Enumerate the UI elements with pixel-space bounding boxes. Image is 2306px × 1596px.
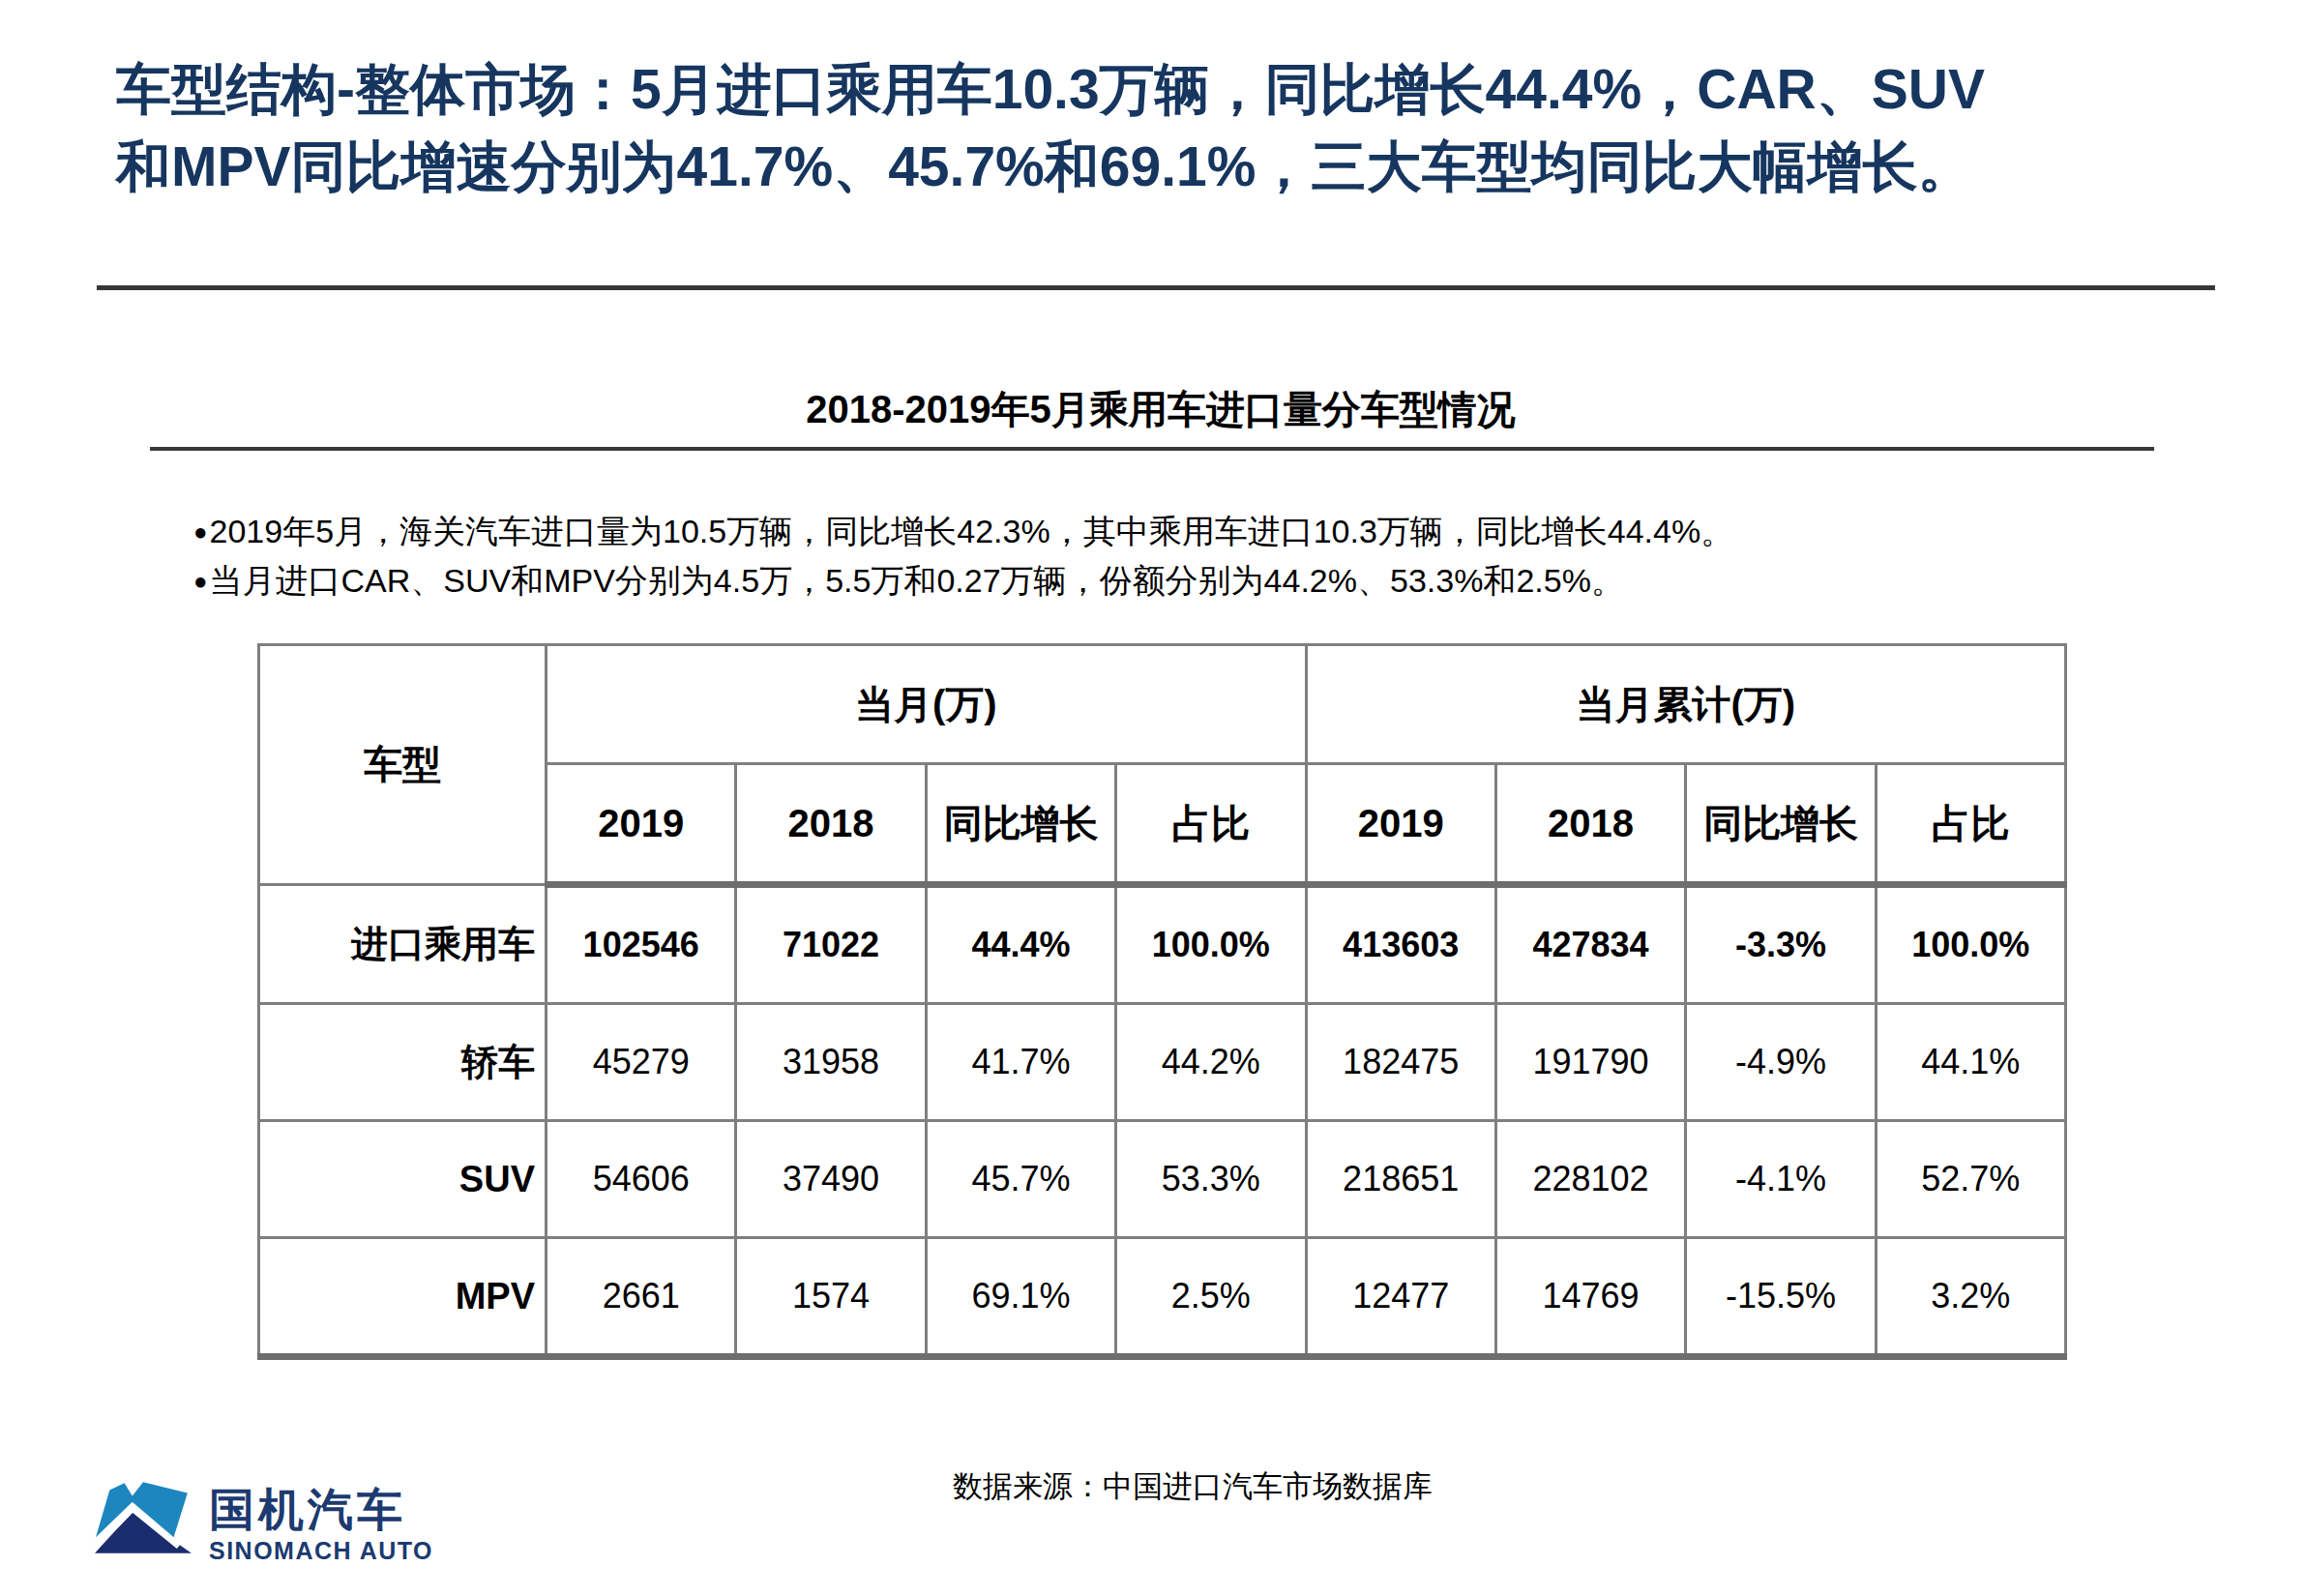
cell: -4.1% [1686, 1121, 1876, 1238]
sub-header-yoy: 同比增长 [926, 764, 1115, 885]
bullet-list: ●2019年5月，海关汽车进口量为10.5万辆，同比增长42.3%，其中乘用车进… [193, 507, 2128, 606]
section-title-underline [150, 447, 2154, 451]
group-header-cumulative: 当月累计(万) [1306, 645, 2066, 764]
cell: 191790 [1495, 1004, 1685, 1121]
cell: 228102 [1495, 1121, 1685, 1238]
logo-text: 国机汽车 SINOMACH AUTO [209, 1486, 433, 1565]
cell: 182475 [1306, 1004, 1495, 1121]
bullet-text: 当月进口CAR、SUV和MPV分别为4.5万，5.5万和0.27万辆，份额分别为… [210, 562, 1624, 599]
cell: 71022 [736, 885, 926, 1004]
cell: -4.9% [1686, 1004, 1876, 1121]
row-label: MPV [259, 1238, 547, 1357]
cell: 69.1% [926, 1238, 1115, 1357]
table-row-total: 进口乘用车 102546 71022 44.4% 100.0% 413603 4… [259, 885, 2066, 1004]
sub-header-2019: 2019 [547, 764, 736, 885]
table-row-car: 轿车 45279 31958 41.7% 44.2% 182475 191790… [259, 1004, 2066, 1121]
sinomach-mountain-icon [93, 1480, 195, 1557]
bullet-item: ●当月进口CAR、SUV和MPV分别为4.5万，5.5万和0.27万辆，份额分别… [193, 556, 2128, 606]
cell: 44.2% [1116, 1004, 1306, 1121]
cell: 2661 [547, 1238, 736, 1357]
cell: 100.0% [1876, 885, 2065, 1004]
cell: -15.5% [1686, 1238, 1876, 1357]
cell: 53.3% [1116, 1121, 1306, 1238]
sub-header-share: 占比 [1876, 764, 2065, 885]
cell: 41.7% [926, 1004, 1115, 1121]
cell: 52.7% [1876, 1121, 2065, 1238]
cell: 102546 [547, 885, 736, 1004]
title-divider-line [97, 285, 2215, 290]
cell: 14769 [1495, 1238, 1685, 1357]
cell: 44.1% [1876, 1004, 2065, 1121]
sinomach-logo: 国机汽车 SINOMACH AUTO [93, 1480, 433, 1565]
bullet-text: 2019年5月，海关汽车进口量为10.5万辆，同比增长42.3%，其中乘用车进口… [210, 513, 1734, 549]
table-row-mpv: MPV 2661 1574 69.1% 2.5% 12477 14769 -15… [259, 1238, 2066, 1357]
cell: 45279 [547, 1004, 736, 1121]
slide-title-line1: 车型结构-整体市场：5月进口乘用车10.3万辆，同比增长44.4%，CAR、SU… [116, 50, 2273, 128]
row-label: 轿车 [259, 1004, 547, 1121]
logo-name-cn: 国机汽车 [209, 1486, 433, 1534]
cell: -3.3% [1686, 885, 1876, 1004]
corner-header-vehicle-type: 车型 [259, 645, 547, 885]
sub-header-2019: 2019 [1306, 764, 1495, 885]
table-section-title: 2018-2019年5月乘用车进口量分车型情况 [155, 383, 2167, 436]
bullet-dot-icon: ● [193, 568, 208, 594]
bullet-item: ●2019年5月，海关汽车进口量为10.5万辆，同比增长42.3%，其中乘用车进… [193, 507, 2128, 556]
row-label: SUV [259, 1121, 547, 1238]
group-header-current-month: 当月(万) [547, 645, 1307, 764]
cell: 3.2% [1876, 1238, 2065, 1357]
sub-header-share: 占比 [1116, 764, 1306, 885]
logo-name-en: SINOMACH AUTO [209, 1536, 433, 1565]
cell: 44.4% [926, 885, 1115, 1004]
bullet-dot-icon: ● [193, 518, 208, 545]
cell: 37490 [736, 1121, 926, 1238]
cell: 427834 [1495, 885, 1685, 1004]
cell: 218651 [1306, 1121, 1495, 1238]
row-label: 进口乘用车 [259, 885, 547, 1004]
table-row-suv: SUV 54606 37490 45.7% 53.3% 218651 22810… [259, 1121, 2066, 1238]
slide: 车型结构-整体市场：5月进口乘用车10.3万辆，同比增长44.4%，CAR、SU… [0, 0, 2306, 1596]
cell: 45.7% [926, 1121, 1115, 1238]
cell: 100.0% [1116, 885, 1306, 1004]
sub-header-yoy: 同比增长 [1686, 764, 1876, 885]
cell: 31958 [736, 1004, 926, 1121]
sub-header-2018: 2018 [1495, 764, 1685, 885]
slide-title-line2: 和MPV同比增速分别为41.7%、45.7%和69.1%，三大车型均同比大幅增长… [116, 128, 2273, 205]
cell: 12477 [1306, 1238, 1495, 1357]
data-source-note: 数据来源：中国进口汽车市场数据库 [953, 1466, 1433, 1507]
cell: 2.5% [1116, 1238, 1306, 1357]
import-volume-table: 车型 当月(万) 当月累计(万) 2019 2018 同比增长 占比 2019 … [257, 643, 2067, 1360]
cell: 54606 [547, 1121, 736, 1238]
slide-title: 车型结构-整体市场：5月进口乘用车10.3万辆，同比增长44.4%，CAR、SU… [116, 50, 2273, 205]
sub-header-2018: 2018 [736, 764, 926, 885]
cell: 413603 [1306, 885, 1495, 1004]
table-group-header-row: 车型 当月(万) 当月累计(万) [259, 645, 2066, 764]
cell: 1574 [736, 1238, 926, 1357]
